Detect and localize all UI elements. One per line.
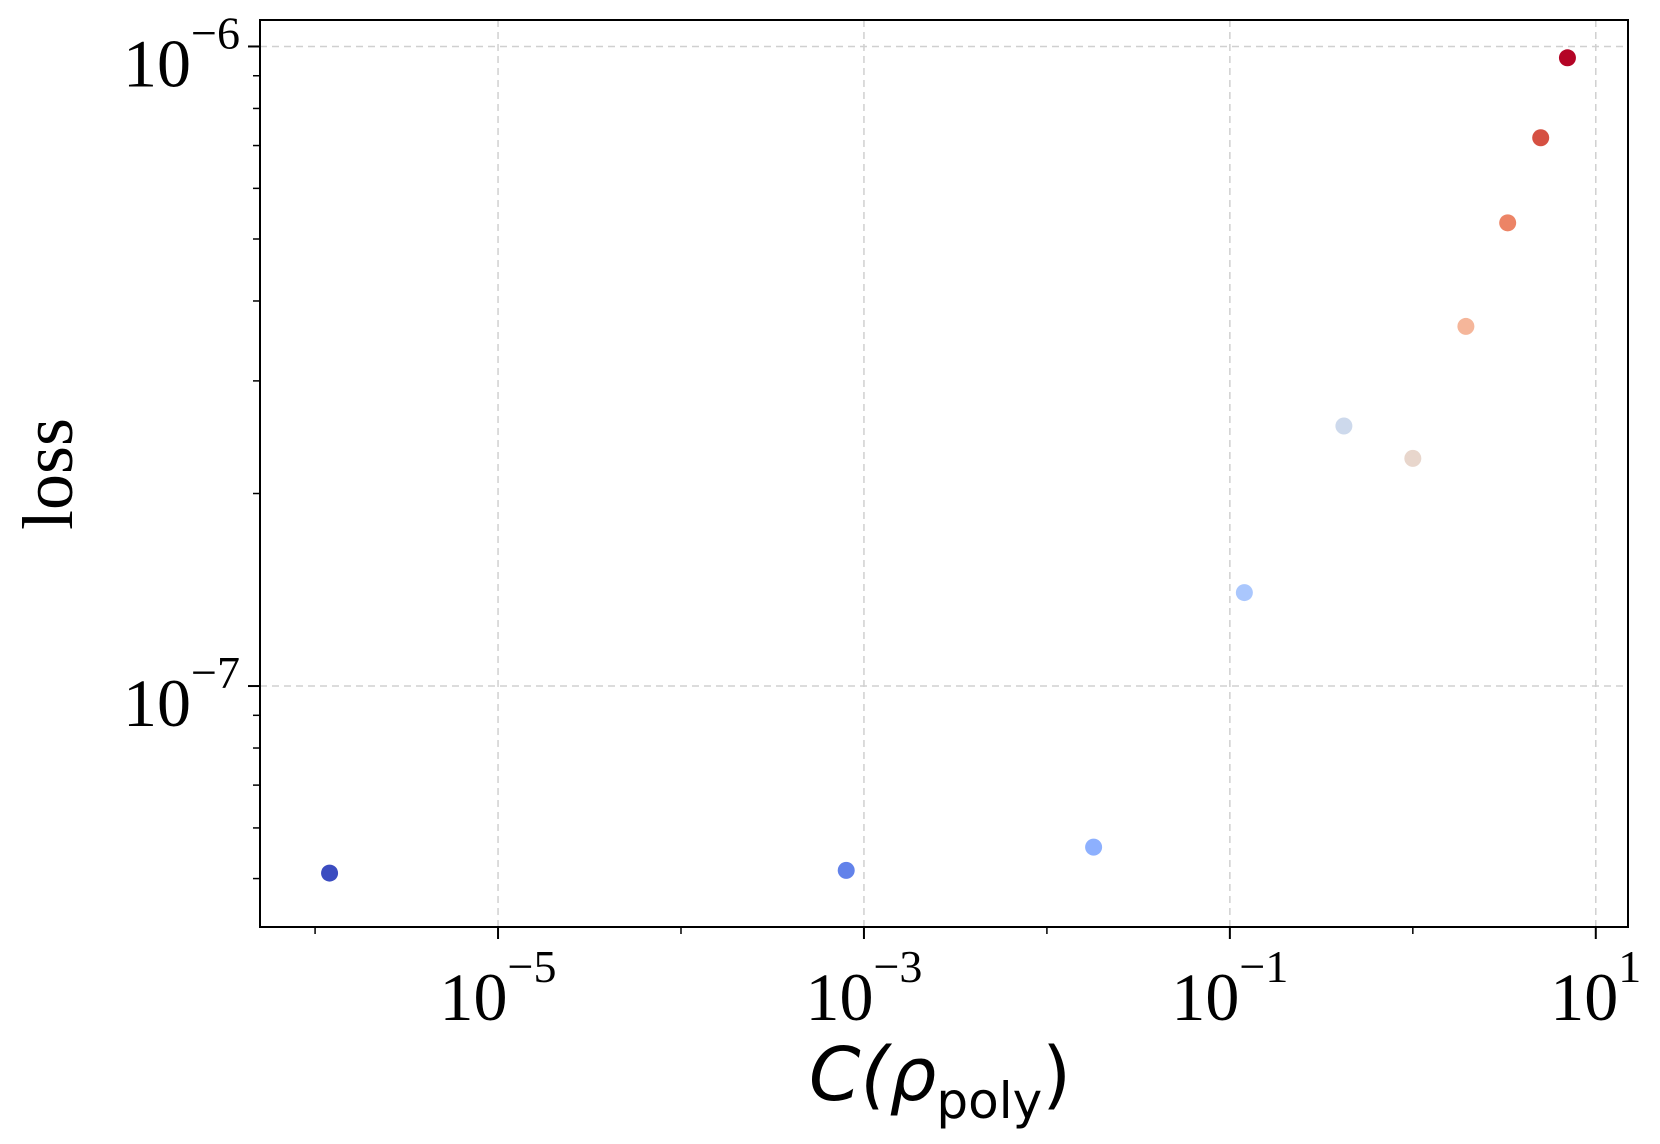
- data-point: [1558, 49, 1576, 67]
- y-tick-label: 10−7: [123, 647, 240, 741]
- grid-lines: [260, 20, 1628, 927]
- y-axis-label: loss: [8, 418, 88, 530]
- data-point: [321, 864, 339, 882]
- x-tick-label: 10−1: [1171, 941, 1288, 1035]
- x-tick-label: 101: [1550, 941, 1641, 1035]
- x-axis-label: C(ρpoly): [809, 1032, 1071, 1130]
- x-axis-label-main: C(ρ: [809, 1032, 937, 1118]
- x-axis-label-close: ): [1042, 1032, 1071, 1118]
- x-axis-label-subscript: poly: [936, 1072, 1042, 1130]
- x-tick-label: 10−5: [440, 941, 557, 1035]
- data-point: [1404, 449, 1422, 467]
- y-tick-label: 10−6: [123, 7, 240, 101]
- data-point: [1457, 317, 1475, 335]
- data-point: [1335, 417, 1353, 435]
- x-tick-label: 10−3: [805, 941, 922, 1035]
- axis-ticks: 10−5 10−3 10−1 101 10−7 10−6: [123, 7, 1641, 1035]
- data-point: [1499, 214, 1517, 232]
- data-points: [321, 49, 1576, 882]
- data-point: [837, 861, 855, 879]
- data-point: [1085, 838, 1103, 856]
- data-point: [1532, 129, 1550, 147]
- data-point: [1235, 584, 1253, 602]
- plot-area-frame: [259, 19, 1629, 928]
